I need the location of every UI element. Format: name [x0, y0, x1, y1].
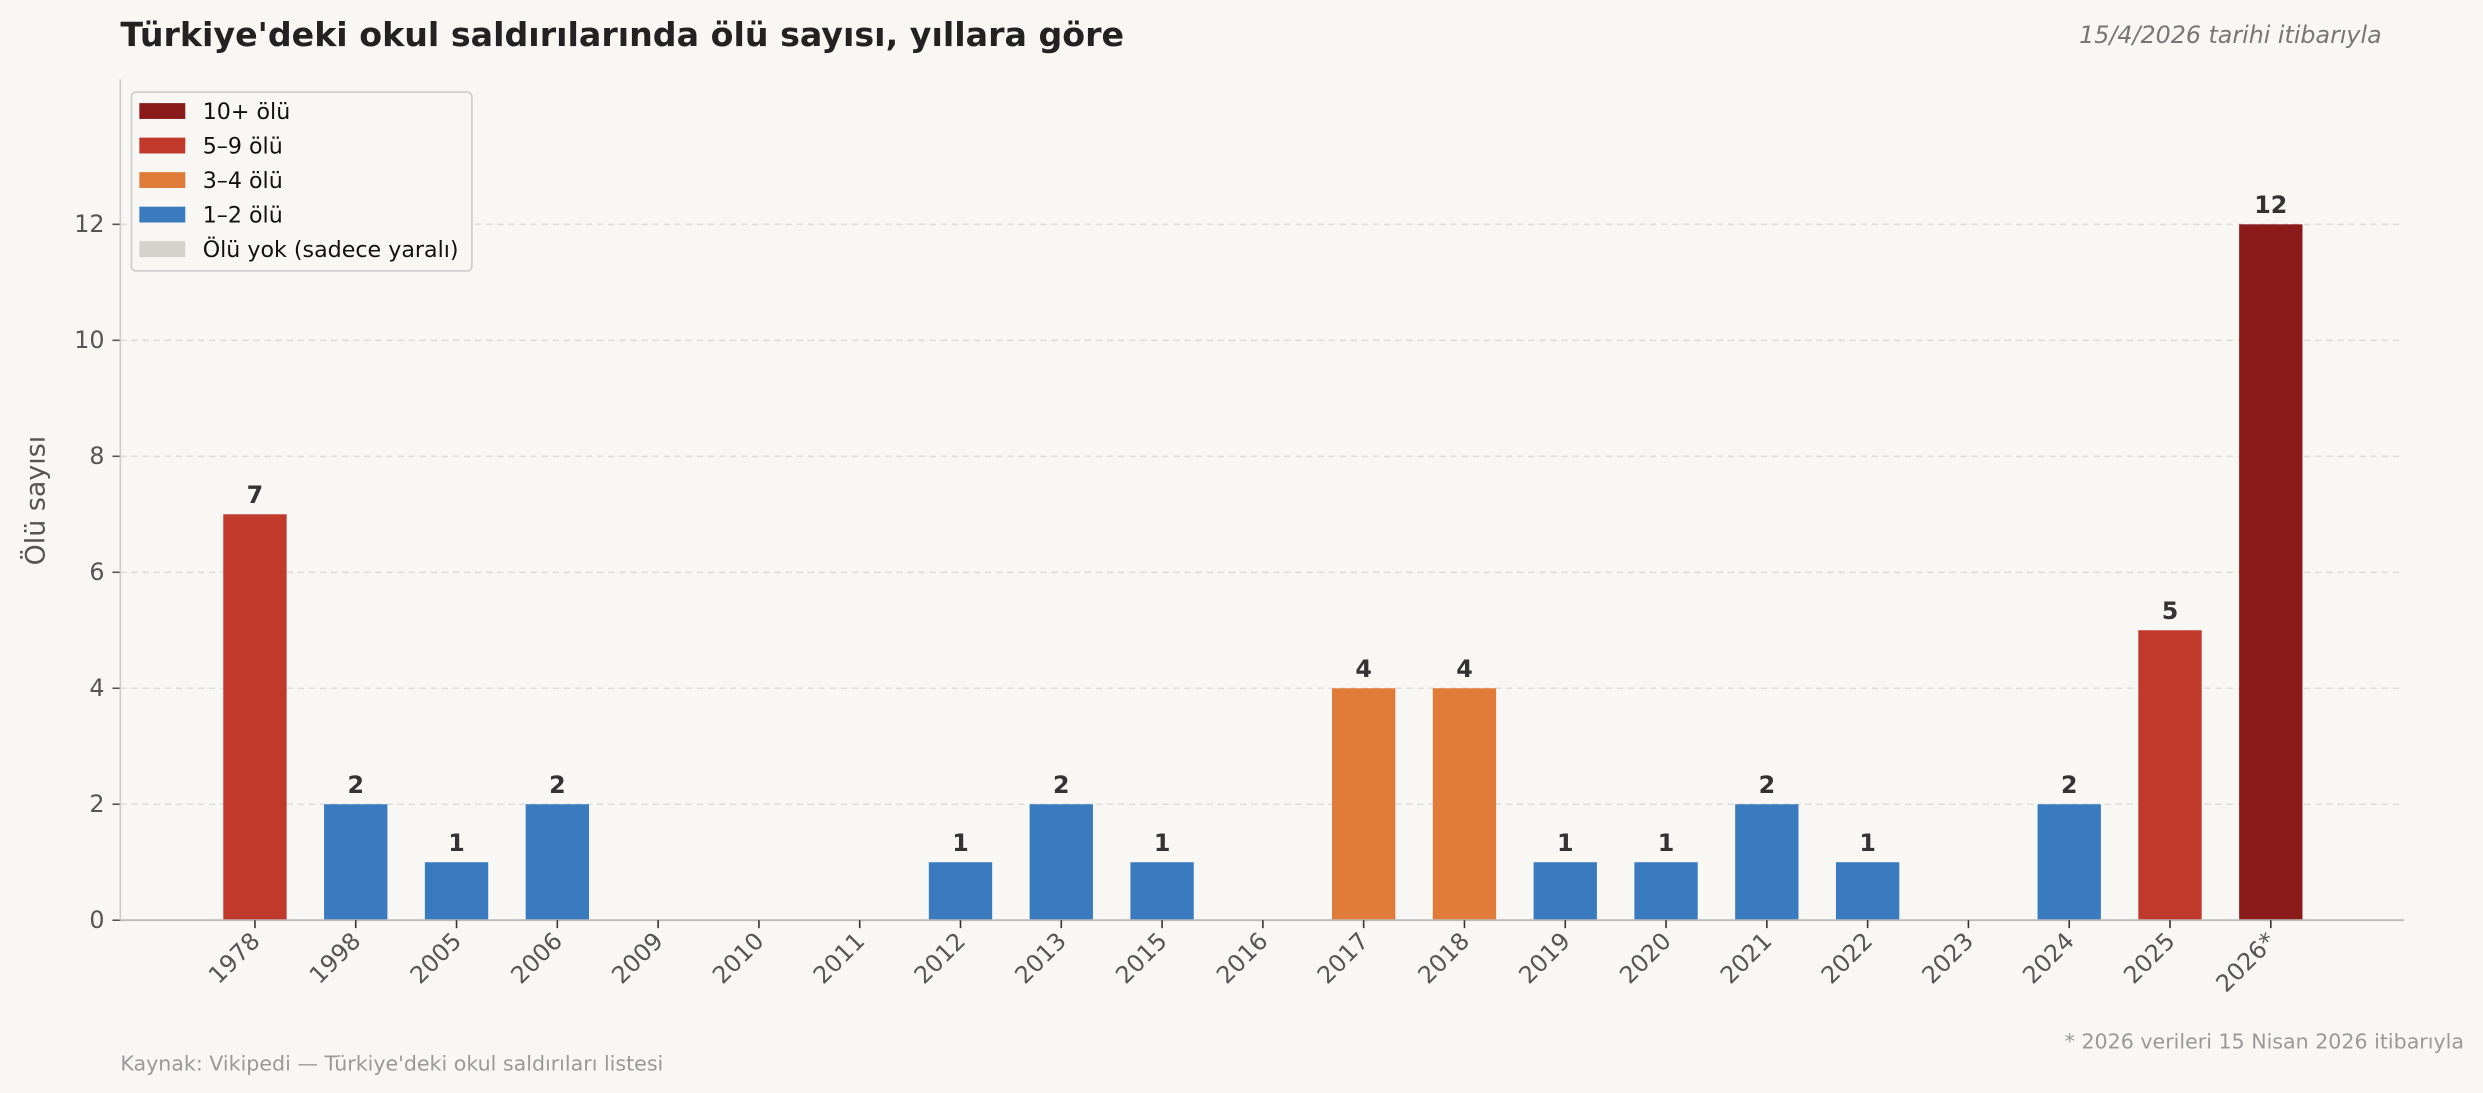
- bar-2005: [424, 862, 489, 921]
- x-tick-label: 2023: [1916, 927, 1979, 990]
- bar-2021: [1735, 804, 1799, 921]
- data-label: 4: [1355, 655, 1372, 683]
- chart-title: Türkiye'deki okul saldırılarında ölü say…: [120, 15, 1124, 54]
- bar-2017: [1331, 688, 1396, 921]
- x-tick-label: 2026*: [2210, 927, 2281, 998]
- data-label: 1: [1859, 829, 1876, 857]
- bar-2015: [1130, 862, 1194, 921]
- legend-label: 10+ ölü: [203, 99, 291, 125]
- x-tick-label: 2010: [707, 927, 770, 990]
- x-tick-label: 2013: [1009, 927, 1072, 990]
- x-tick-label: 1978: [203, 927, 266, 990]
- legend-label: 5–9 ölü: [203, 133, 283, 159]
- data-label: 2: [347, 771, 364, 799]
- x-tick-label: 2017: [1312, 927, 1375, 990]
- bar-2019: [1533, 862, 1597, 921]
- x-tick-label: 2006: [505, 927, 568, 990]
- bar-1978: [223, 514, 287, 921]
- legend-swatch: [139, 103, 186, 119]
- data-label: 2: [1759, 771, 1776, 799]
- data-label: 1: [1658, 829, 1675, 857]
- y-tick-label: 0: [89, 906, 104, 934]
- legend-box: [130, 91, 473, 272]
- footnote: * 2026 verileri 15 Nisan 2026 itibarıyla: [2065, 1029, 2464, 1053]
- bar-2022: [1835, 862, 1900, 921]
- data-label: 5: [2162, 597, 2179, 625]
- x-tick-label: 2016: [1211, 927, 1274, 990]
- data-label: 4: [1456, 655, 1473, 683]
- x-tick-label: 2024: [2017, 927, 2080, 990]
- x-tick-label: 2020: [1614, 927, 1677, 990]
- bar-2012: [928, 862, 993, 921]
- bar-2018: [1432, 688, 1497, 921]
- bar-2013: [1029, 804, 1093, 921]
- data-label: 1: [448, 829, 465, 857]
- x-tick-label: 2015: [1110, 927, 1173, 990]
- y-tick-label: 8: [89, 442, 104, 470]
- data-label: 12: [2254, 191, 2287, 219]
- x-tick-label: 2019: [1513, 927, 1576, 990]
- bar-2020: [1634, 862, 1698, 921]
- legend-swatch: [139, 241, 186, 258]
- source-note: Kaynak: Vikipedi — Türkiye'deki okul sal…: [120, 1052, 663, 1076]
- legend-swatch: [139, 172, 186, 188]
- x-tick-label: 1998: [304, 927, 367, 990]
- x-tick-label: 2005: [405, 927, 468, 990]
- y-tick-label: 2: [89, 790, 104, 818]
- bar-2026*: [2239, 224, 2303, 921]
- x-tick-label: 2022: [1816, 927, 1879, 990]
- data-label: 7: [247, 481, 264, 509]
- x-tick-label: 2025: [2118, 927, 2181, 990]
- data-label: 1: [952, 829, 969, 857]
- bar-1998: [324, 804, 388, 921]
- data-label: 1: [1557, 829, 1574, 857]
- chart-subtitle: 15/4/2026 tarihi itibarıyla: [2079, 21, 2381, 49]
- data-label: 2: [549, 771, 566, 799]
- data-label: 2: [1053, 771, 1070, 799]
- grid: [120, 223, 2404, 806]
- y-tick-label: 10: [74, 326, 104, 354]
- legend-label: 3–4 ölü: [203, 168, 283, 194]
- y-tick-label: 4: [89, 674, 104, 702]
- x-tick-label: 2021: [1715, 927, 1778, 990]
- bar-2025: [2138, 630, 2202, 921]
- legend-label: 1–2 ölü: [203, 203, 283, 229]
- data-label: 1: [1154, 829, 1171, 857]
- x-tick-label: 2009: [606, 927, 669, 990]
- y-tick-label: 12: [74, 210, 104, 238]
- legend-swatch: [139, 206, 186, 223]
- y-tick-label: 6: [89, 558, 104, 586]
- x-tick-label: 2011: [808, 927, 871, 990]
- bar-2024: [2037, 804, 2101, 921]
- bar-2006: [525, 804, 589, 921]
- legend: 10+ ölü 5–9 ölü 3–4 ölü 1–2 ölü Ölü yok (sad…: [130, 91, 473, 272]
- y-axis-label: Ölü sayısı: [19, 436, 51, 566]
- data-label: 2: [2061, 771, 2078, 799]
- legend-swatch: [139, 137, 186, 154]
- x-tick-label: 2018: [1412, 927, 1475, 990]
- x-tick-label: 2012: [909, 927, 972, 990]
- legend-label: Ölü yok (sadece yaralı): [203, 235, 459, 263]
